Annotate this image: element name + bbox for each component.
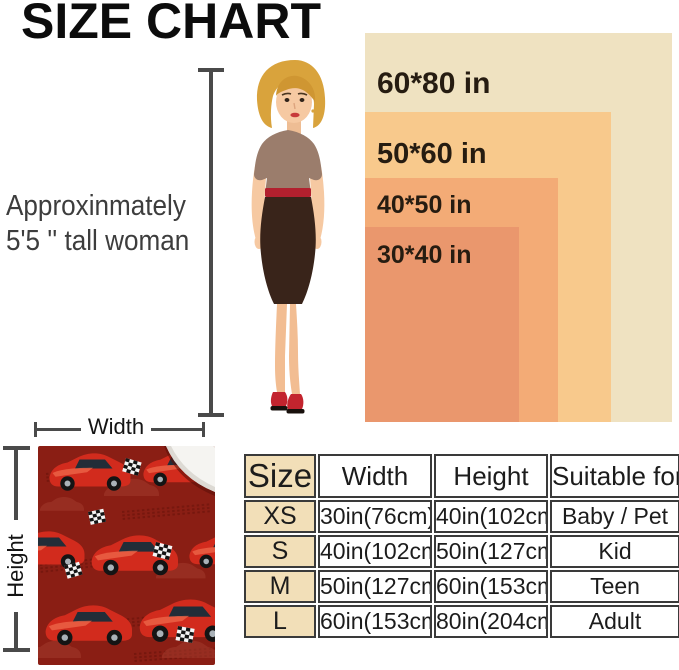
woman-eyebrow-left xyxy=(281,92,292,96)
woman-belt xyxy=(265,188,311,197)
cell-l-suitable: Adult xyxy=(550,605,679,638)
size-box-30x40-label: 30*40 in xyxy=(377,241,472,269)
table-row-s: S 40in(102cm) 50in(127cm) Kid xyxy=(244,535,679,568)
woman-hair-back xyxy=(256,60,326,128)
cell-l-size: L xyxy=(244,605,316,638)
header-size: Size xyxy=(244,454,316,498)
cell-xs-suitable: Baby / Pet xyxy=(550,500,679,533)
size-table-header-row: Size Width Height Suitable for xyxy=(244,454,679,498)
table-row-xs: XS 30in(76cm) 40in(102cm) Baby / Pet xyxy=(244,500,679,533)
woman-shoe-left-sole xyxy=(270,406,288,411)
woman-hair-fringe xyxy=(276,75,316,102)
height-measure-tick-bottom xyxy=(3,648,30,652)
header-width: Width xyxy=(318,454,432,498)
woman-illustration xyxy=(251,60,326,414)
woman-shoe-right xyxy=(287,394,304,412)
width-measure-tick-left xyxy=(34,422,37,437)
cell-s-suitable: Kid xyxy=(550,535,679,568)
width-measure-line-left xyxy=(36,428,81,431)
blanket-fold xyxy=(166,446,215,492)
person-measure-tick-top xyxy=(198,68,224,72)
size-table: Size Width Height Suitable for XS 30in(7… xyxy=(242,452,679,640)
height-measure-line-bottom xyxy=(14,612,18,650)
person-measure-line xyxy=(209,70,213,416)
size-box-60x80-label: 60*80 in xyxy=(377,67,491,100)
woman-shoe-right-sole xyxy=(286,409,305,414)
height-note: Approxinmately 5'5 '' tall woman xyxy=(6,189,189,260)
woman-shoe-left xyxy=(270,392,288,409)
width-measure-tick-right xyxy=(202,422,205,437)
woman-leg-left xyxy=(275,304,287,392)
cell-xs-width: 30in(76cm) xyxy=(318,500,432,533)
person-measure-tick-bottom xyxy=(198,413,224,417)
cell-m-size: M xyxy=(244,570,316,603)
woman-face xyxy=(276,81,312,123)
height-measure-line-top xyxy=(14,448,18,520)
woman-eye-left xyxy=(284,98,290,102)
woman-nose xyxy=(293,102,296,110)
woman-earring xyxy=(311,109,315,113)
header-height: Height xyxy=(434,454,548,498)
woman-top xyxy=(254,130,322,194)
width-measure-label: Width xyxy=(87,414,145,439)
woman-eye-right xyxy=(299,98,305,102)
cell-s-width: 40in(102cm) xyxy=(318,535,432,568)
page-title: SIZE CHART xyxy=(21,0,321,49)
table-row-m: M 50in(127cm) 60in(153cm) Teen xyxy=(244,570,679,603)
woman-skirt xyxy=(260,197,316,304)
cell-l-height: 80in(204cm) xyxy=(434,605,548,638)
blanket-illustration xyxy=(38,446,215,665)
cell-m-width: 50in(127cm) xyxy=(318,570,432,603)
cell-xs-size: XS xyxy=(244,500,316,533)
woman-leg-right xyxy=(289,304,300,394)
size-box-40x50-label: 40*50 in xyxy=(377,191,472,219)
cell-l-width: 60in(153cm) xyxy=(318,605,432,638)
woman-eyebrow-right xyxy=(297,92,308,96)
height-note-line1: Approxinmately xyxy=(6,190,186,222)
cell-s-height: 50in(127cm) xyxy=(434,535,548,568)
cell-xs-height: 40in(102cm) xyxy=(434,500,548,533)
woman-lips xyxy=(290,112,300,118)
table-row-l: L 60in(153cm) 80in(204cm) Adult xyxy=(244,605,679,638)
header-suitable-for: Suitable for xyxy=(550,454,679,498)
cell-s-size: S xyxy=(244,535,316,568)
size-box-30x40: 30*40 in xyxy=(365,227,519,422)
cell-m-height: 60in(153cm) xyxy=(434,570,548,603)
cell-m-suitable: Teen xyxy=(550,570,679,603)
width-measure-line-right xyxy=(151,428,204,431)
height-measure-label: Height xyxy=(3,534,28,598)
size-box-50x60-label: 50*60 in xyxy=(377,138,487,170)
height-note-line2: 5'5 '' tall woman xyxy=(6,225,190,258)
blanket-fold-edge xyxy=(166,446,215,492)
